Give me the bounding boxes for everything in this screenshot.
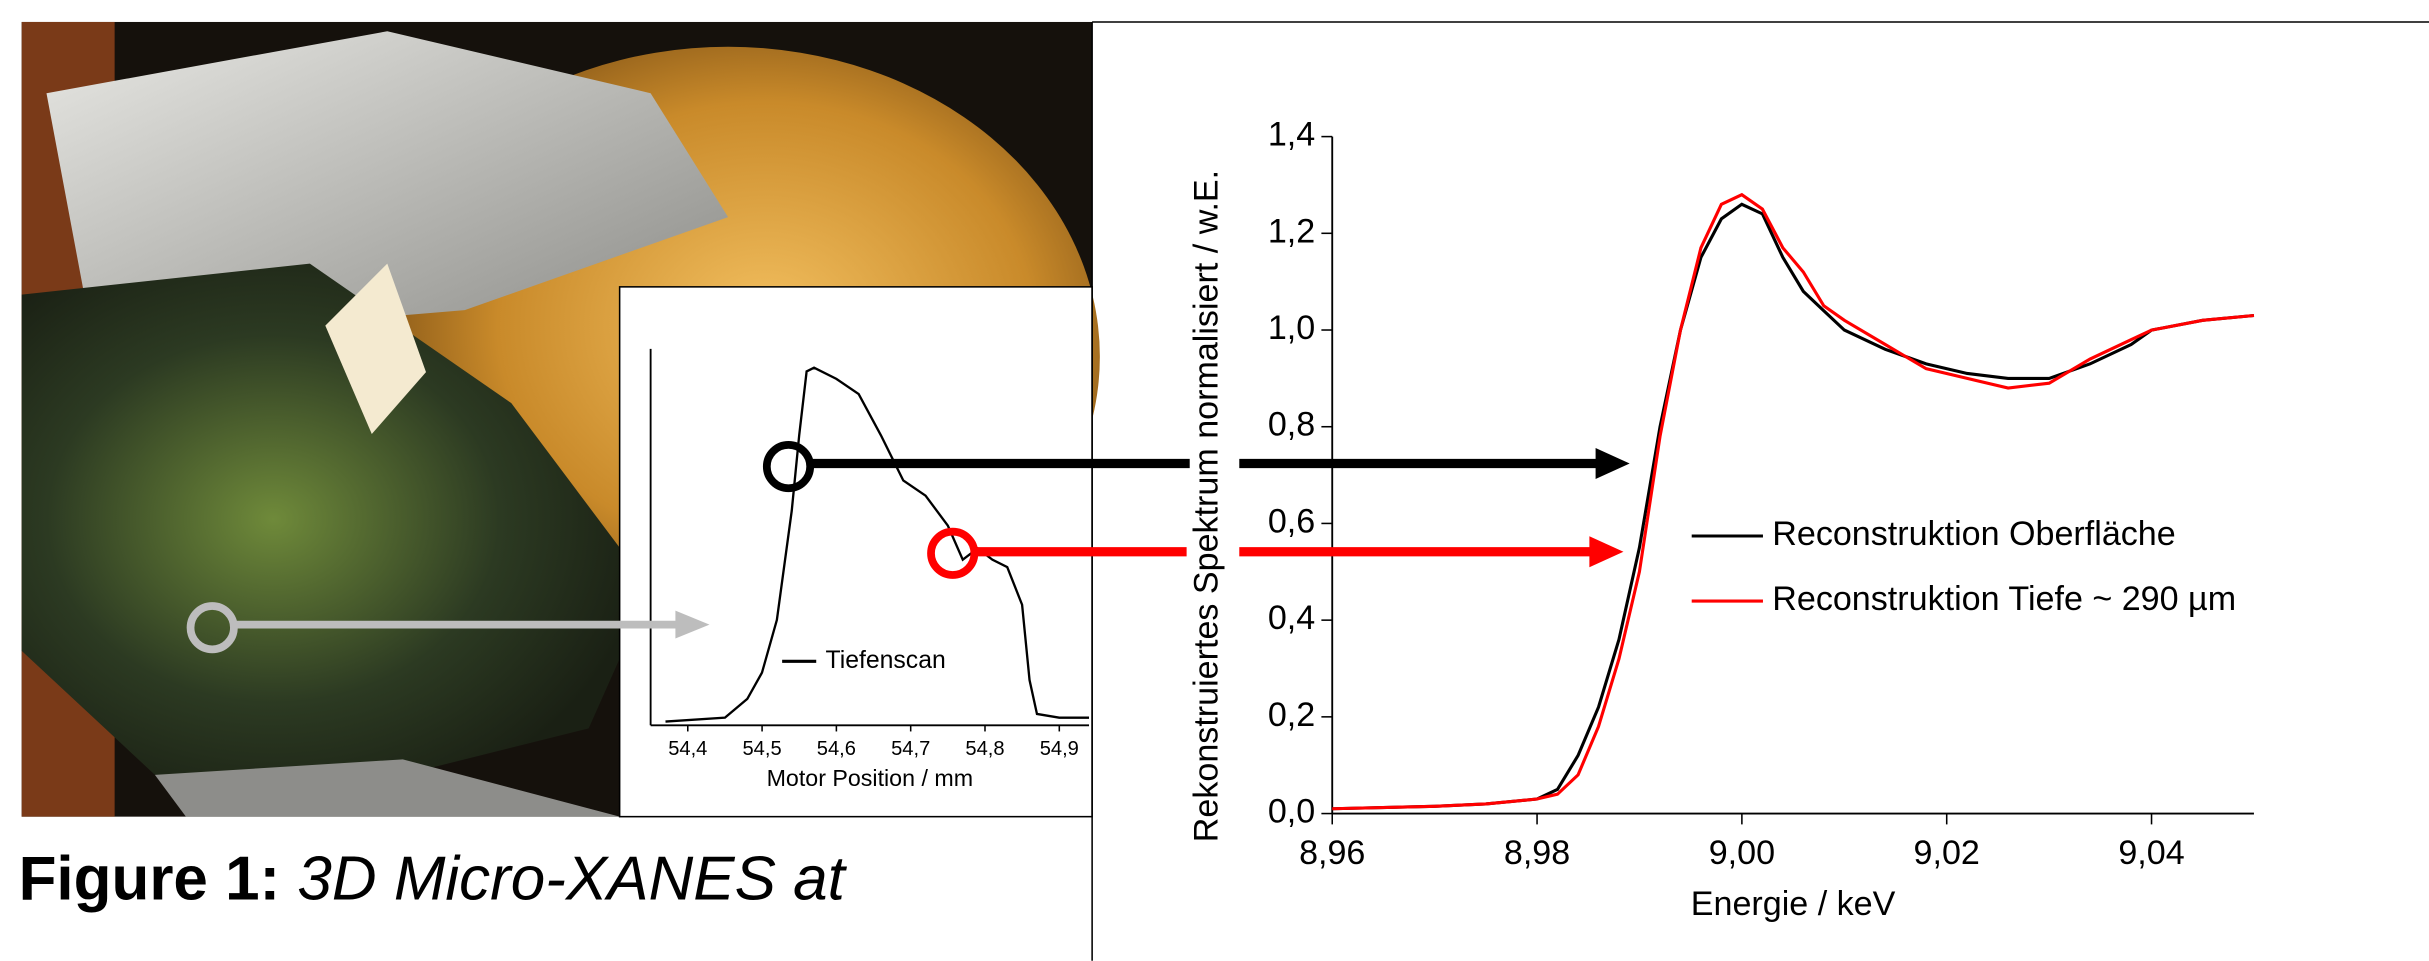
y-axis-label: Rekonstruiertes Spektrum normalisiert / … <box>1187 170 1225 842</box>
y-tick-label: 1,2 <box>1268 212 1315 250</box>
series-line <box>1332 202 2255 811</box>
x-tick-label: 8,98 <box>1504 834 1570 872</box>
arrows <box>186 440 1630 654</box>
series-line <box>665 366 1090 723</box>
y-tick-label: 0,2 <box>1268 696 1315 734</box>
legend-label: Reconstruktion Oberfläche <box>1772 515 2175 553</box>
caption: Figure 1: 3D Micro-XANES at <box>19 845 848 914</box>
x-tick-label: 54,5 <box>742 738 781 760</box>
x-tick-label: 54,9 <box>1040 738 1079 760</box>
x-tick-label: 9,00 <box>1709 834 1775 872</box>
x-tick-label: 54,4 <box>668 738 707 760</box>
y-tick-label: 1,4 <box>1268 116 1315 154</box>
y-tick-label: 0,0 <box>1268 793 1315 831</box>
legend-label: Reconstruktion Tiefe ~ 290 µm <box>1772 580 2236 618</box>
charts: 54,4 54,5 54,6 54,7 54,8 54,9 Motor Position /… <box>649 116 2255 923</box>
x-tick-label: 54,8 <box>965 738 1004 760</box>
x-axis-label: Motor Position / mm <box>767 765 973 791</box>
x-tick-label: 54,7 <box>891 738 930 760</box>
caption-text: 3D Micro-XANES at <box>297 845 847 914</box>
y-tick-label: 0,6 <box>1268 502 1315 540</box>
x-tick-label: 9,04 <box>2118 834 2184 872</box>
y-tick-label: 0,4 <box>1268 599 1315 637</box>
x-tick-label: 9,02 <box>1914 834 1980 872</box>
caption-label: Figure 1: <box>19 845 281 914</box>
legend-label: Tiefenscan <box>826 647 946 674</box>
x-axis-label: Energie / keV <box>1691 885 1896 923</box>
y-tick-label: 1,0 <box>1268 309 1315 347</box>
x-tick-label: 54,6 <box>817 738 856 760</box>
series-line <box>1332 192 2255 811</box>
x-tick-label: 8,96 <box>1299 834 1365 872</box>
y-tick-label: 0,8 <box>1268 406 1315 444</box>
